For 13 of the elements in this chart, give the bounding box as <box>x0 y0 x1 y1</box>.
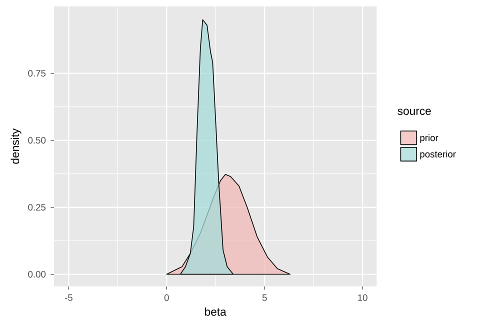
legend-title: source <box>398 108 431 115</box>
x-tick-label: 5 <box>262 294 267 301</box>
y-tick-label: 0.00 <box>28 270 46 278</box>
x-tick-label: 0 <box>164 294 169 301</box>
y-tick-label: 0.75 <box>28 70 46 77</box>
x-tick-label: 10 <box>358 294 368 301</box>
y-tick-label: 0.50 <box>28 137 46 144</box>
x-tick-label: -5 <box>64 294 72 301</box>
legend-label: prior <box>420 134 438 143</box>
legend-label: posterior <box>420 150 456 160</box>
y-axis-title: density <box>10 128 22 164</box>
x-axis-title: beta <box>205 307 226 316</box>
y-tick-label: 0.25 <box>28 204 46 211</box>
